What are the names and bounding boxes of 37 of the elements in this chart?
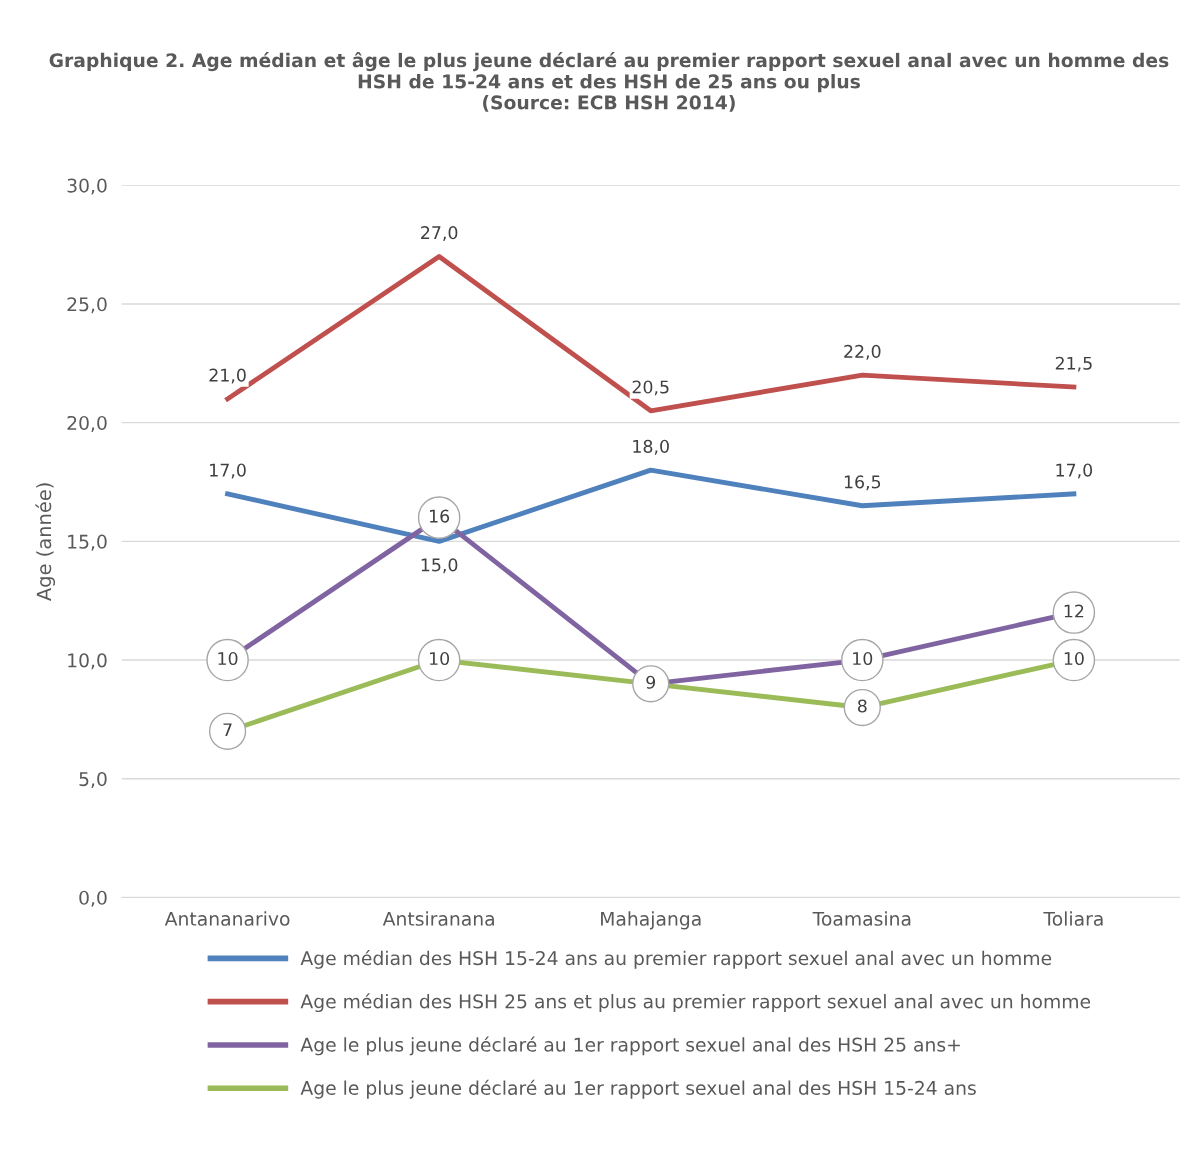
y-axis-title: Age (année) [35, 483, 56, 601]
data-label: 22,0 [844, 344, 881, 360]
x-tick-label: Antananarivo [164, 911, 290, 926]
x-tick-label: Toamasina [812, 911, 911, 926]
x-tick-label: Toliara [1043, 911, 1103, 926]
data-label: 8 [857, 699, 867, 713]
legend-label: Age médian des HSH 25 ans et plus au premier rapport sexuel anal avec un homme [300, 993, 1091, 1013]
chart-title: Graphique 2. Age médian et âge le plus jeune déclaré au premier rapport sexuel anal avec un homme des HSH de 15-24 ans et des HSH de 25 ans ou plus (Source: ECB HSH 2014) [49, 52, 1169, 112]
data-label: 15,0 [421, 558, 458, 574]
y-tick-label: 0,0 [79, 890, 107, 907]
y-tick-label: 30,0 [67, 178, 107, 195]
data-label: 17,0 [210, 463, 246, 479]
data-label: 17,0 [1056, 463, 1093, 479]
data-label: 10 [218, 651, 238, 666]
data-label: 9 [646, 675, 656, 689]
data-label: 12 [1064, 604, 1084, 618]
y-tick-label: 15,0 [68, 534, 107, 551]
data-label: 27,0 [421, 226, 458, 242]
y-tick-label: 25,0 [67, 297, 107, 314]
x-tick-label: Antsiranana [382, 911, 494, 926]
data-label: 21,0 [209, 368, 246, 384]
data-label: 20,5 [632, 380, 669, 396]
legend-label: Age médian des HSH 15-24 ans au premier rapport sexuel anal avec un homme [300, 949, 1052, 969]
data-label: 10 [430, 651, 450, 666]
y-tick-label: 10,0 [68, 653, 107, 670]
data-label: 16 [430, 509, 450, 523]
legend-label: Age le plus jeune déclaré au 1er rapport sexuel anal des HSH 25 ans+ [300, 1036, 960, 1056]
data-label: 10 [853, 651, 873, 666]
data-label: 18,0 [633, 439, 669, 455]
data-label: 21,5 [1055, 356, 1092, 372]
data-label: 10 [1064, 651, 1084, 666]
x-tick-label: Mahajanga [601, 911, 701, 930]
data-label: 7 [223, 723, 232, 737]
y-tick-label: 5,0 [79, 771, 107, 789]
legend-label: Age le plus jeune déclaré au 1er rapport sexuel anal des HSH 15-24 ans [300, 1079, 976, 1099]
y-tick-label: 20,0 [67, 415, 107, 432]
data-label: 16,5 [844, 475, 881, 491]
